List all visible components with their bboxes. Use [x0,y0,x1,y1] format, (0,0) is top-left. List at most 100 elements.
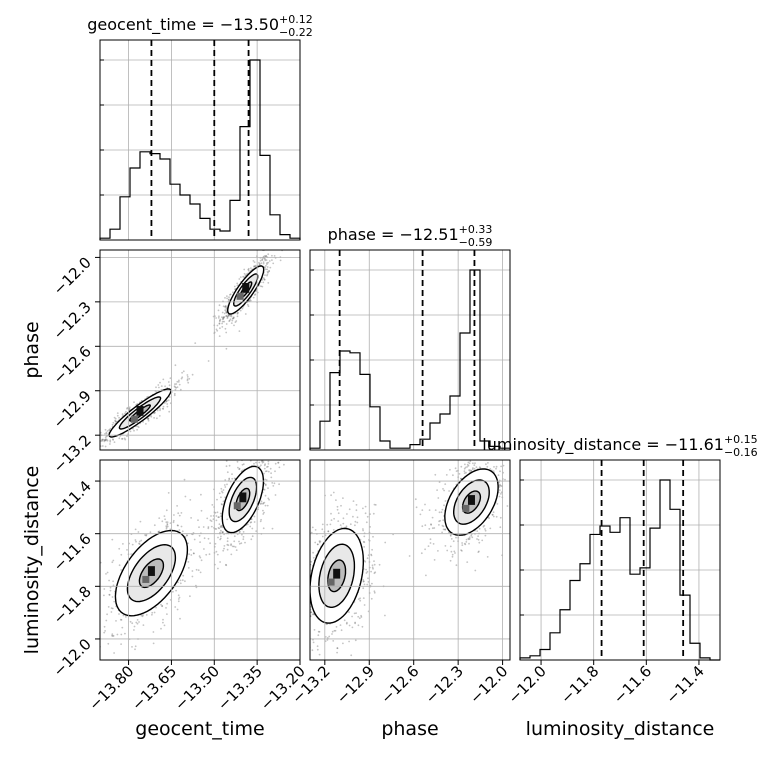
sample-point [443,504,445,507]
sample-point [432,543,435,545]
sample-point [197,519,199,522]
sample-point [335,499,337,501]
sample-point [243,272,246,275]
sample-point [443,489,445,492]
sample-point [98,625,100,627]
sample-point [222,305,225,308]
sample-point [481,539,484,542]
sample-point [250,445,252,447]
sample-point [176,386,179,388]
sample-point [114,419,116,422]
sample-point [489,454,491,456]
sample-point [474,569,477,572]
sample-point [267,465,269,468]
sample-point [324,636,327,638]
sample-point [271,527,274,530]
sample-point [95,446,97,448]
sample-point [348,624,351,627]
sample-point [272,262,275,265]
sample-point [312,556,315,559]
sample-point [346,621,348,624]
sample-point [332,491,335,494]
sample-point [250,267,252,269]
sample-point [109,440,112,443]
contour-line [232,273,259,307]
sample-point [330,512,332,515]
sample-point [354,622,356,625]
sample-point [104,436,107,439]
sample-point [472,462,474,465]
sample-point [267,487,269,489]
sample-point [84,659,86,661]
sample-point [88,623,90,625]
sample-point [147,419,150,422]
sample-point [311,649,314,652]
sample-point [226,317,229,320]
sample-point [363,559,366,562]
sample-point [498,481,500,484]
sample-point [221,316,223,319]
sample-point [269,657,271,659]
sample-point [442,528,445,531]
sample-point [373,503,376,506]
sample-point [343,619,346,622]
sample-point [218,527,221,530]
sample-point [153,412,155,415]
sample-point [164,518,167,521]
sample-point [255,461,257,464]
sample-point [360,616,363,618]
sample-point [265,254,267,257]
sample-point [233,477,236,480]
sample-point [370,570,372,573]
density-peak [239,492,247,503]
sample-point [142,614,144,617]
sample-point [264,504,267,507]
sample-point [166,524,169,526]
sample-point [304,555,306,557]
sample-point [225,312,228,314]
sample-point [208,553,211,556]
contour-line [118,396,162,430]
sample-point [316,645,319,648]
sample-point [252,260,255,262]
sample-point [221,311,224,314]
sample-point [225,564,228,567]
sample-point [317,634,320,637]
sample-point [264,258,267,260]
sample-point [118,416,120,419]
sample-point [121,437,124,440]
sample-point [428,509,431,511]
sample-point [225,323,228,325]
sample-point [226,548,229,551]
sample-point [221,503,224,506]
sample-point [441,531,443,534]
sample-point [105,451,107,453]
sample-point [263,257,266,260]
sample-point [479,467,482,469]
sample-point [310,611,313,614]
sample-point [101,453,103,455]
sample-point [114,420,117,423]
sample-point [228,464,231,467]
sample-point [431,527,434,530]
sample-point [468,536,471,539]
sample-point [216,553,219,556]
sample-point [362,507,364,510]
sample-point [219,531,221,534]
sample-point [111,538,114,541]
sample-point [219,327,221,330]
sample-point [228,298,230,301]
sample-point [478,550,480,553]
sample-point [370,553,372,556]
sample-point [305,641,307,643]
sample-point [428,528,431,530]
sample-point [225,311,227,313]
sample-point [493,466,495,468]
sample-point [424,548,426,551]
sample-point [165,527,168,530]
sample-point [272,241,274,243]
sample-point [210,520,213,522]
sample-point [265,443,267,445]
sample-point [362,579,364,581]
